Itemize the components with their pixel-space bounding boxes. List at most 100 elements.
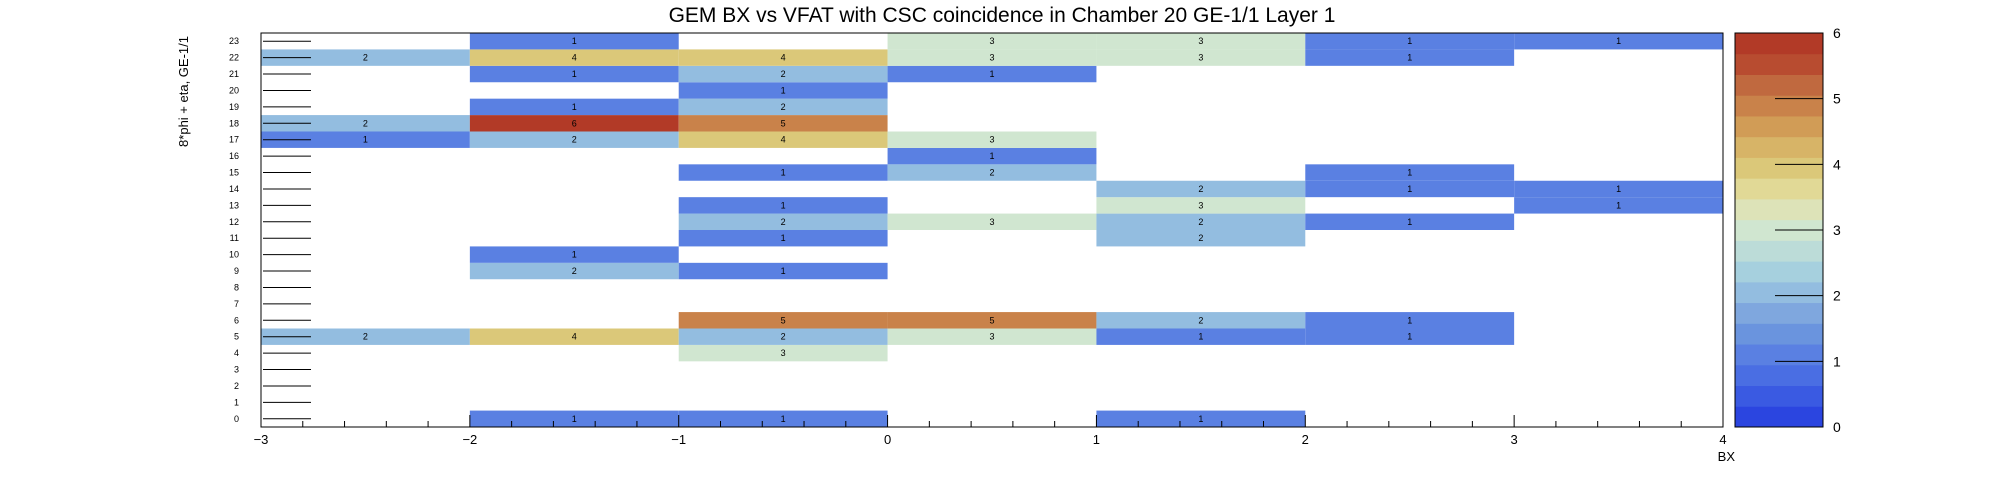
cell-value-label: 2 bbox=[1198, 233, 1203, 243]
heatmap-cell bbox=[1096, 197, 1306, 214]
heatmap-cell bbox=[261, 115, 470, 132]
cell-value-label: 2 bbox=[989, 168, 994, 178]
palette-tick-label: 3 bbox=[1833, 222, 1841, 238]
heatmap-cell bbox=[469, 410, 679, 427]
plot-frame bbox=[260, 32, 1724, 428]
cell-value-label: 2 bbox=[363, 332, 368, 342]
y-axis-title: 8*phi + eta, GE-1/1 bbox=[176, 36, 191, 147]
heatmap-cell bbox=[1096, 213, 1306, 230]
y-tick-label: 18 bbox=[229, 118, 239, 128]
palette-segment bbox=[1735, 178, 1823, 200]
heatmap-cell bbox=[678, 312, 888, 329]
heatmap-cell bbox=[261, 328, 470, 345]
cell-value-label: 1 bbox=[1407, 332, 1412, 342]
cell-value-label: 1 bbox=[1407, 184, 1412, 194]
cell-value-label: 1 bbox=[1616, 184, 1621, 194]
heatmap-cell bbox=[261, 131, 470, 148]
heatmap-cell bbox=[469, 33, 679, 50]
cell-value-label: 2 bbox=[572, 266, 577, 276]
cell-value-label: 2 bbox=[1198, 315, 1203, 325]
cell-value-label: 3 bbox=[989, 36, 994, 46]
y-tick-label: 10 bbox=[229, 250, 239, 260]
cell-value-label: 1 bbox=[781, 266, 786, 276]
palette-segment bbox=[1735, 136, 1823, 158]
y-tick-label: 20 bbox=[229, 85, 239, 95]
x-tick-label: 3 bbox=[1511, 432, 1518, 447]
palette-segment bbox=[1735, 157, 1823, 179]
heatmap-cell bbox=[1096, 410, 1306, 427]
heatmap-cell bbox=[678, 164, 888, 181]
cell-value-label: 1 bbox=[989, 151, 994, 161]
y-tick-label: 8 bbox=[234, 282, 239, 292]
heatmap-cell bbox=[469, 49, 679, 66]
cell-value-label: 6 bbox=[572, 118, 577, 128]
heatmap-cells bbox=[261, 33, 1723, 427]
heatmap-cell bbox=[469, 115, 679, 132]
palette-segment bbox=[1735, 281, 1823, 304]
palette-segment bbox=[1735, 302, 1823, 324]
palette-tick-label: 6 bbox=[1833, 25, 1841, 41]
cell-value-label: 3 bbox=[1198, 36, 1203, 46]
y-tick-label: 21 bbox=[229, 69, 239, 79]
heatmap-cell bbox=[1096, 230, 1306, 247]
heatmap-cell bbox=[678, 65, 888, 83]
cell-value-label: 1 bbox=[1198, 414, 1203, 424]
palette-segment bbox=[1735, 385, 1823, 407]
heatmap-cell bbox=[678, 328, 888, 345]
heatmap-cell bbox=[1305, 312, 1515, 329]
x-tick-label: −3 bbox=[254, 432, 269, 447]
cell-value-label: 2 bbox=[1198, 184, 1203, 194]
palette-segment bbox=[1735, 240, 1823, 262]
palette-segment bbox=[1735, 261, 1823, 283]
cell-value-label: 1 bbox=[572, 250, 577, 260]
cell-value-label: 1 bbox=[1616, 36, 1621, 46]
heatmap-cell bbox=[678, 131, 888, 148]
y-tick-label: 4 bbox=[234, 348, 239, 358]
palette-segment bbox=[1735, 74, 1823, 96]
heatmap-cell bbox=[678, 344, 888, 362]
cell-value-label: 3 bbox=[1198, 200, 1203, 210]
color-palette-bar: 0 1 2 3 4 5 6 bbox=[1734, 25, 1841, 435]
heatmap-cell bbox=[678, 230, 888, 247]
heatmap-cell bbox=[887, 65, 1097, 83]
heatmap-cell bbox=[678, 82, 888, 99]
heatmap-cell bbox=[887, 213, 1097, 230]
cell-value-label: 3 bbox=[989, 332, 994, 342]
palette-tick-label: 5 bbox=[1833, 91, 1841, 107]
heatmap-cell bbox=[469, 328, 679, 345]
heatmap-cell bbox=[469, 98, 679, 116]
cell-value-label: 1 bbox=[1198, 332, 1203, 342]
heatmap-cell bbox=[887, 328, 1097, 345]
heatmap-cell bbox=[887, 164, 1097, 181]
cell-value-label: 3 bbox=[989, 53, 994, 63]
cell-value-label: 1 bbox=[781, 414, 786, 424]
x-tick-label: −1 bbox=[671, 432, 686, 447]
cell-value-label: 2 bbox=[363, 53, 368, 63]
x-tick-label: 2 bbox=[1302, 432, 1309, 447]
cell-value-label: 3 bbox=[989, 135, 994, 145]
y-tick-label: 1 bbox=[234, 397, 239, 407]
x-tick-label: −2 bbox=[462, 432, 477, 447]
cell-value-label: 1 bbox=[572, 414, 577, 424]
palette-segment bbox=[1735, 198, 1823, 221]
palette-segment bbox=[1735, 323, 1823, 345]
y-tick-label: 19 bbox=[229, 102, 239, 112]
y-tick-label: 13 bbox=[229, 200, 239, 210]
palette-segment bbox=[1735, 53, 1823, 75]
cell-value-label: 4 bbox=[572, 53, 577, 63]
heatmap-cell bbox=[1305, 49, 1515, 66]
palette-segment bbox=[1735, 406, 1823, 428]
cell-value-label: 1 bbox=[1407, 168, 1412, 178]
cell-value-label: 2 bbox=[781, 332, 786, 342]
palette-segment bbox=[1735, 115, 1823, 138]
cell-value-label: 3 bbox=[989, 217, 994, 227]
y-tick-label: 22 bbox=[229, 53, 239, 63]
heatmap-cell bbox=[1305, 180, 1515, 198]
cell-value-label: 3 bbox=[1198, 53, 1203, 63]
heatmap-cell bbox=[1096, 328, 1306, 345]
y-tick-label: 6 bbox=[234, 315, 239, 325]
cell-value-label: 1 bbox=[1407, 315, 1412, 325]
cell-value-label: 1 bbox=[781, 168, 786, 178]
